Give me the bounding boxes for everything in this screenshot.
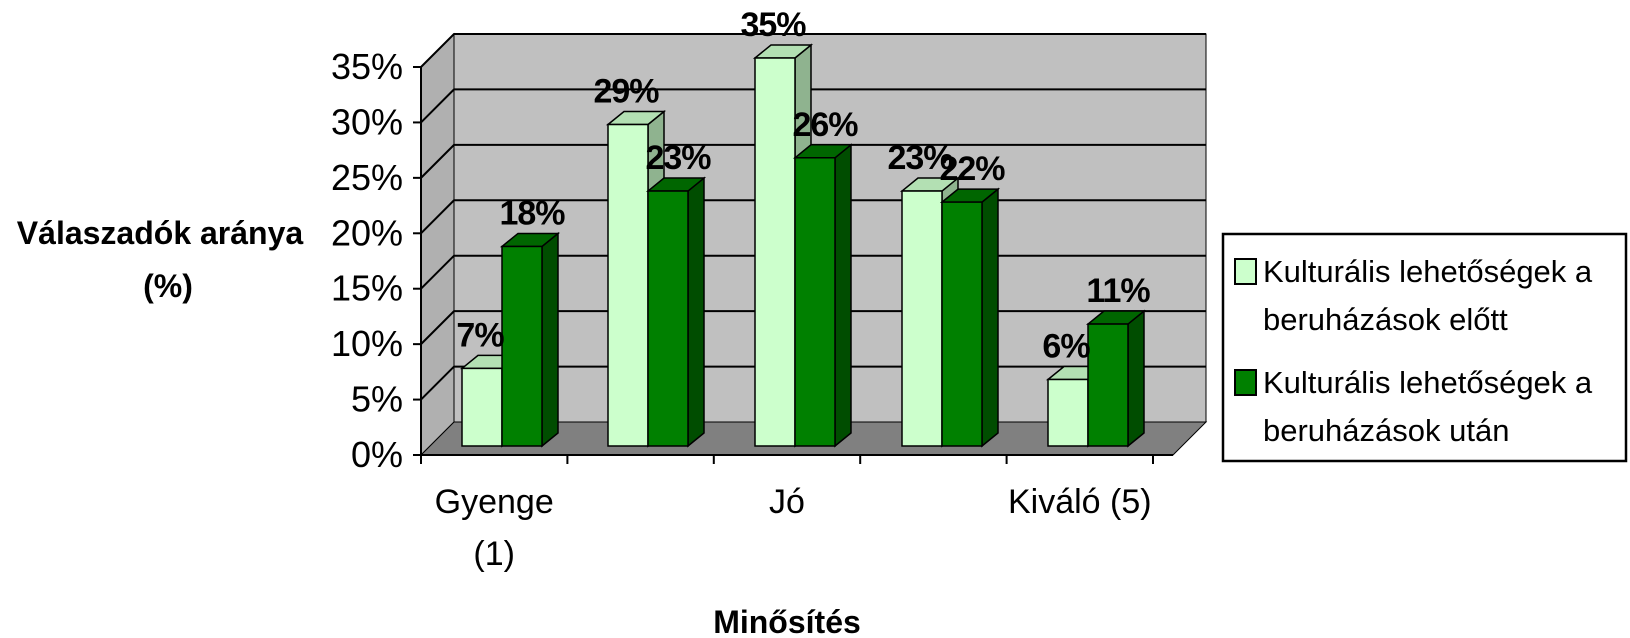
- data-label: 6%: [1042, 327, 1090, 365]
- data-labels: 7%18%29%23%35%26%23%22%6%11%: [456, 6, 1151, 365]
- bar-side: [1127, 309, 1145, 448]
- gridline: [420, 33, 1206, 68]
- y-tick-label: 30%: [331, 101, 403, 142]
- bar-front: [794, 157, 836, 447]
- legend-label-after-line1: Kulturális lehetőségek a: [1263, 365, 1593, 400]
- bar-side: [981, 187, 999, 448]
- bar-front: [1047, 378, 1089, 447]
- tick-labels: 0% 5% 10% 15% 20% 25% 30% 35% Gyenge (1) Jó Kiváló …: [331, 46, 1152, 573]
- data-label: 22%: [939, 150, 1005, 188]
- data-label: 29%: [593, 73, 659, 111]
- bar-front: [1087, 323, 1129, 447]
- bar-front: [501, 245, 543, 447]
- bar-side: [541, 231, 559, 448]
- y-tick-label: 35%: [331, 46, 403, 87]
- bar-side: [687, 176, 705, 448]
- x-tick-label: Jó: [769, 483, 805, 521]
- y-tick-label: 25%: [331, 157, 403, 198]
- data-label: 23%: [887, 139, 953, 177]
- axes: [413, 66, 1173, 464]
- y-tick-label: 20%: [331, 212, 403, 253]
- data-label: 23%: [645, 139, 711, 177]
- x-tick-label: Gyenge: [435, 483, 554, 521]
- gridline: [420, 143, 1206, 179]
- x-tick-label: Kiváló (5): [1008, 483, 1152, 521]
- bar: [1085, 309, 1147, 448]
- bar-side: [834, 143, 852, 448]
- bar: [792, 143, 854, 448]
- bar-front: [461, 367, 503, 447]
- bar: [939, 187, 1001, 448]
- y-tick-label: 0%: [351, 434, 403, 475]
- bar: [645, 176, 707, 448]
- y-tick-label: 5%: [351, 379, 403, 420]
- y-tick-label: 15%: [331, 268, 403, 309]
- legend-label-before-line1: Kulturális lehetőségek a: [1263, 254, 1593, 289]
- data-label: 11%: [1086, 272, 1150, 310]
- data-label: 35%: [740, 6, 806, 44]
- data-label: 26%: [792, 106, 858, 144]
- bar: [499, 231, 561, 448]
- x-tick-label: (1): [473, 535, 515, 573]
- legend-swatch-after: [1234, 369, 1257, 396]
- bar-front: [901, 190, 943, 447]
- bar-front: [607, 123, 649, 447]
- bar-front: [647, 190, 689, 447]
- side-wall: [420, 32, 455, 457]
- y-axis-title-line2: (%): [143, 268, 193, 304]
- legend-swatch-before: [1234, 258, 1257, 285]
- y-axis-title-line1: Válaszadók aránya: [17, 215, 304, 251]
- legend: Kulturális lehetőségek a beruházások elő…: [1221, 232, 1628, 463]
- y-tick-label: 10%: [331, 323, 403, 364]
- data-label: 18%: [499, 194, 565, 232]
- gridline: [420, 88, 1206, 124]
- data-label: 7%: [456, 316, 504, 354]
- bar-front: [754, 57, 796, 447]
- legend-label-after-line2: beruházások után: [1263, 413, 1509, 448]
- legend-label-before-line2: beruházások előtt: [1263, 302, 1508, 337]
- bars: [459, 43, 1147, 448]
- legend-box: [1221, 232, 1628, 463]
- x-axis-title: Minősítés: [713, 604, 861, 638]
- bar-front: [941, 201, 983, 447]
